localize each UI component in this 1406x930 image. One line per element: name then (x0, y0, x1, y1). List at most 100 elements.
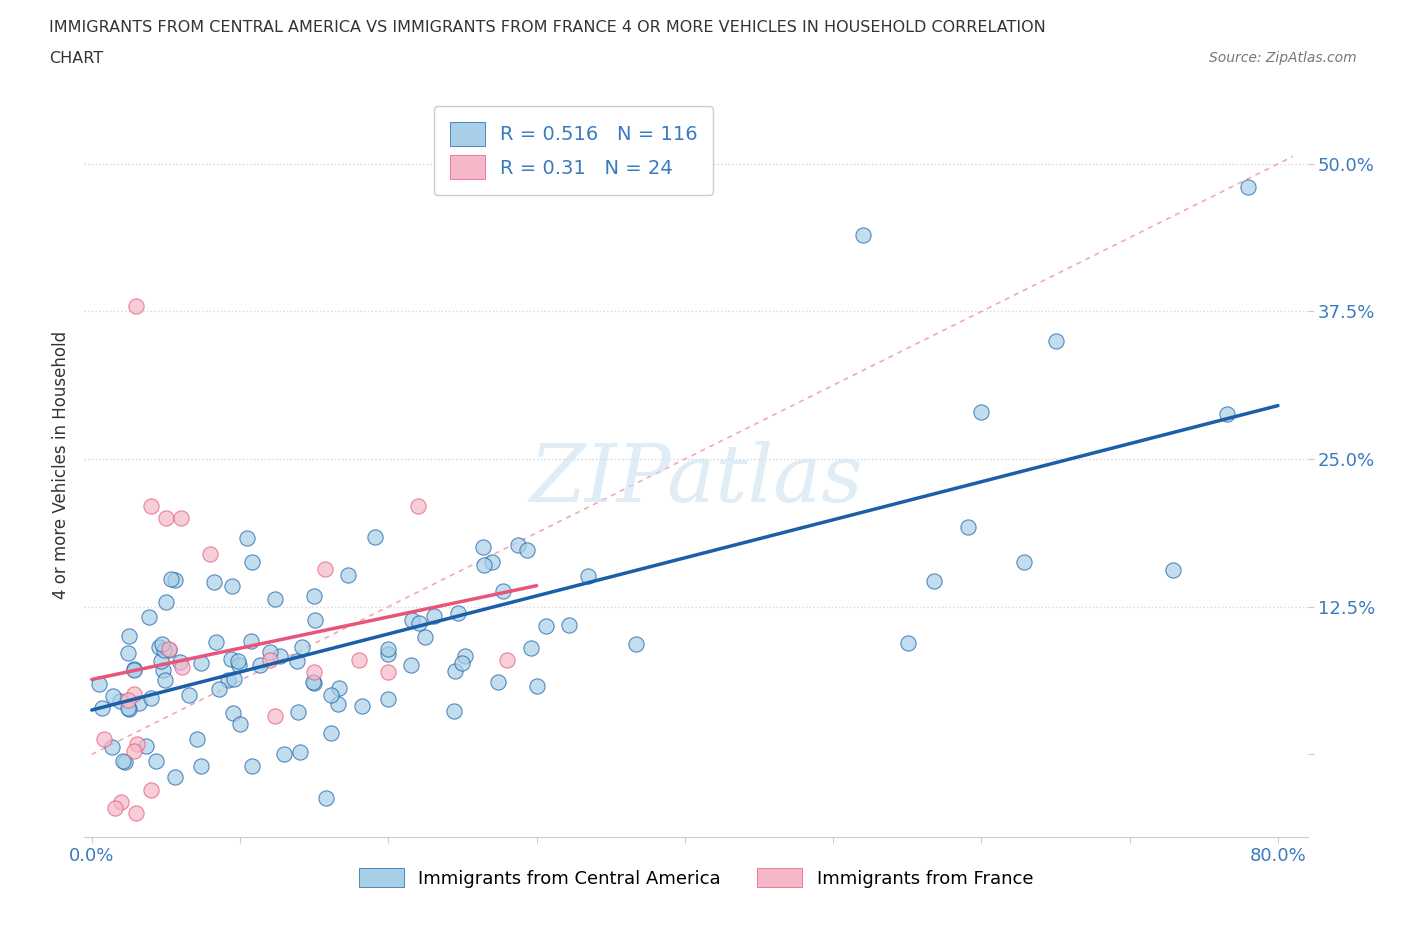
Point (558, 618, 581, 632)
Point (157, 643, 180, 658)
Point (443, 703, 465, 718)
Point (217, 672, 239, 687)
Point (152, 663, 174, 678)
Point (302, 664, 325, 679)
Legend: Immigrants from Central America, Immigrants from France: Immigrants from Central America, Immigra… (352, 861, 1040, 895)
Point (155, 594, 177, 609)
Point (118, 702, 141, 717)
Point (301, 674, 323, 689)
Point (1215, 406, 1237, 421)
Point (91, 700, 114, 715)
Point (190, 759, 212, 774)
Point (117, 700, 139, 715)
Point (153, 643, 176, 658)
Point (377, 642, 399, 657)
Y-axis label: 4 or more Vehicles in Household: 4 or more Vehicles in Household (52, 331, 70, 599)
Point (922, 574, 945, 589)
Point (125, 806, 148, 821)
Point (852, 227, 875, 242)
Point (117, 693, 139, 708)
Point (326, 697, 349, 711)
Point (516, 543, 538, 558)
Text: CHART: CHART (49, 51, 103, 66)
Point (413, 630, 436, 644)
Point (87, 676, 110, 691)
Point (172, 659, 194, 674)
Point (377, 692, 399, 707)
Point (219, 651, 242, 666)
Point (285, 654, 308, 669)
Point (1237, 180, 1260, 195)
Point (125, 299, 148, 313)
Point (352, 698, 374, 713)
Point (110, 794, 132, 809)
Point (486, 675, 509, 690)
Point (970, 405, 993, 419)
Point (150, 654, 173, 669)
Point (408, 616, 430, 631)
Point (1012, 554, 1035, 569)
Point (240, 759, 263, 774)
Point (302, 589, 325, 604)
Point (447, 605, 470, 620)
Point (236, 531, 259, 546)
Point (314, 562, 336, 577)
Point (138, 609, 160, 624)
Point (534, 618, 557, 633)
Point (202, 575, 225, 590)
Point (104, 801, 127, 816)
Point (186, 732, 208, 747)
Point (377, 646, 399, 661)
Point (139, 498, 162, 513)
Point (453, 648, 475, 663)
Point (170, 511, 193, 525)
Point (508, 538, 530, 552)
Point (315, 791, 337, 806)
Point (259, 653, 281, 668)
Point (148, 639, 170, 654)
Point (114, 755, 136, 770)
Point (229, 717, 252, 732)
Point (319, 725, 342, 740)
Point (481, 555, 503, 570)
Point (401, 613, 423, 628)
Point (336, 567, 359, 582)
Point (328, 680, 350, 695)
Text: Source: ZipAtlas.com: Source: ZipAtlas.com (1209, 51, 1357, 65)
Point (290, 745, 312, 760)
Point (304, 613, 326, 628)
Point (160, 571, 183, 586)
Point (496, 653, 519, 668)
Point (101, 689, 124, 704)
Point (492, 584, 515, 599)
Point (269, 648, 291, 663)
Point (228, 658, 250, 672)
Point (956, 519, 979, 534)
Point (222, 705, 245, 720)
Point (155, 672, 177, 687)
Point (157, 642, 180, 657)
Point (127, 737, 149, 751)
Point (108, 694, 131, 709)
Point (1163, 563, 1185, 578)
Point (624, 636, 647, 651)
Point (347, 653, 370, 668)
Point (128, 696, 150, 711)
Point (190, 656, 212, 671)
Point (200, 546, 222, 561)
Point (264, 709, 287, 724)
Point (472, 557, 495, 572)
Point (226, 653, 249, 668)
Point (124, 743, 146, 758)
Point (259, 644, 281, 659)
Point (291, 639, 314, 654)
Point (155, 511, 177, 525)
Point (377, 664, 399, 679)
Point (471, 539, 494, 554)
Point (221, 578, 243, 593)
Point (578, 569, 600, 584)
Point (319, 687, 342, 702)
Point (222, 671, 245, 686)
Point (239, 633, 262, 648)
Point (139, 691, 162, 706)
